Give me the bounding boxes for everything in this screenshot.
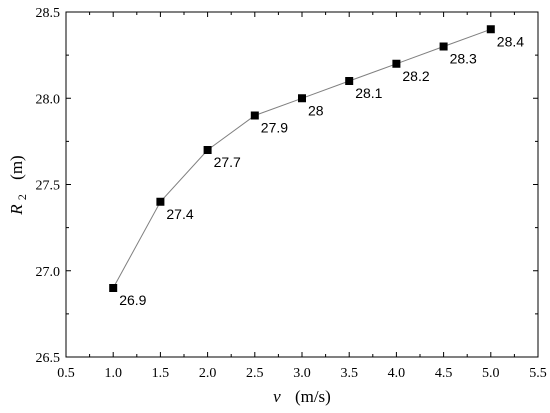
x-axis-variable: v <box>273 387 281 406</box>
y-tick-label: 27.5 <box>36 179 61 194</box>
data-label: 28.2 <box>402 68 429 84</box>
x-axis-unit: (m/s) <box>295 387 331 406</box>
y-tick-label: 28.0 <box>36 92 61 107</box>
data-label: 28.4 <box>497 33 524 49</box>
data-point <box>298 94 306 103</box>
x-tick-label: 0.5 <box>57 366 75 381</box>
data-label: 28 <box>308 102 324 118</box>
tick-labels: 0.5 1.0 1.5 2.0 2.5 3.0 3.5 4.0 4.5 5.0 5.5 26.5 27.… <box>36 6 547 381</box>
data-label: 27.9 <box>261 120 288 136</box>
data-label: 26.9 <box>119 292 146 308</box>
data-point <box>109 284 118 292</box>
data-point <box>250 111 259 120</box>
axis-ticks <box>65 11 539 358</box>
data-point <box>439 42 448 51</box>
x-tick-label: 4.0 <box>388 366 406 381</box>
data-point <box>156 197 165 206</box>
data-point <box>345 77 354 85</box>
y-axis-subscript: 2 <box>15 194 29 200</box>
data-label: 27.7 <box>214 154 241 170</box>
x-tick-label: 2.0 <box>199 366 217 381</box>
y-tick-label: 26.5 <box>36 351 61 366</box>
y-axis-title: R 2 (m) <box>7 155 30 215</box>
series-line <box>112 28 491 289</box>
data-label: 28.1 <box>355 85 382 101</box>
y-axis-unit: (m) <box>7 155 26 180</box>
x-tick-label: 3.5 <box>340 366 358 381</box>
y-tick-label: 28.5 <box>36 6 61 21</box>
data-label: 27.4 <box>166 206 193 222</box>
x-tick-label: 2.5 <box>246 366 264 381</box>
data-label: 28.3 <box>450 51 477 67</box>
y-tick-label: 27.0 <box>36 265 61 280</box>
data-point <box>486 25 495 34</box>
data-labels: 26.9 27.4 27.7 27.9 28 28.1 28.2 28.3 28.4 <box>119 33 524 308</box>
x-tick-label: 4.5 <box>435 366 453 381</box>
data-point <box>203 146 212 154</box>
y-axis-variable: R <box>7 204 26 216</box>
x-tick-label: 1.5 <box>152 366 170 381</box>
x-tick-label: 5.0 <box>482 366 500 381</box>
data-points <box>109 25 495 292</box>
x-axis-title: v (m/s) <box>273 387 331 406</box>
data-point <box>392 59 401 68</box>
x-tick-label: 5.5 <box>529 366 547 381</box>
x-tick-label: 1.0 <box>104 366 122 381</box>
x-tick-label: 3.0 <box>293 366 311 381</box>
